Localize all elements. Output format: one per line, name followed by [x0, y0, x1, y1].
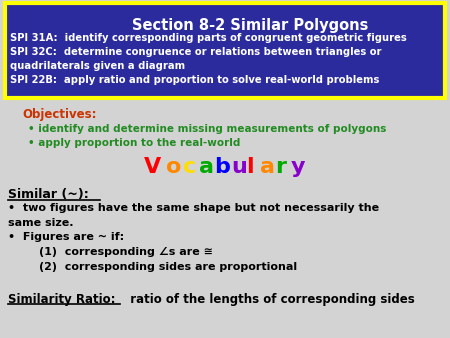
Text: b: b	[214, 157, 230, 177]
Text: a: a	[260, 157, 275, 177]
Text: y: y	[290, 157, 305, 177]
Text: • identify and determine missing measurements of polygons: • identify and determine missing measure…	[28, 124, 387, 134]
Text: c: c	[183, 157, 197, 177]
Text: o: o	[166, 157, 182, 177]
Text: u: u	[231, 157, 247, 177]
Text: (1)  corresponding ∠s are ≅: (1) corresponding ∠s are ≅	[8, 247, 213, 257]
Text: r: r	[275, 157, 286, 177]
Text: •  Figures are ~ if:: • Figures are ~ if:	[8, 232, 124, 242]
Text: • apply proportion to the real-world: • apply proportion to the real-world	[28, 138, 240, 148]
Text: (2)  corresponding sides are proportional: (2) corresponding sides are proportional	[8, 262, 297, 272]
Text: a: a	[198, 157, 214, 177]
Text: Objectives:: Objectives:	[22, 108, 96, 121]
Text: Section 8-2 Similar Polygons: Section 8-2 Similar Polygons	[132, 18, 368, 33]
FancyBboxPatch shape	[5, 3, 445, 98]
Text: SPI 31A:  identify corresponding parts of congruent geometric figures: SPI 31A: identify corresponding parts of…	[10, 33, 407, 43]
Text: V: V	[144, 157, 162, 177]
Text: quadrilaterals given a diagram: quadrilaterals given a diagram	[10, 61, 185, 71]
Text: SPI 32C:  determine congruence or relations between triangles or: SPI 32C: determine congruence or relatio…	[10, 47, 382, 57]
Text: l: l	[246, 157, 254, 177]
Text: same size.: same size.	[8, 218, 73, 228]
Text: Similar (~):: Similar (~):	[8, 188, 89, 201]
Text: •  two figures have the same shape but not necessarily the: • two figures have the same shape but no…	[8, 203, 379, 213]
Text: Similarity Ratio:: Similarity Ratio:	[8, 293, 116, 306]
Text: ratio of the lengths of corresponding sides: ratio of the lengths of corresponding si…	[122, 293, 415, 306]
Text: SPI 22B:  apply ratio and proportion to solve real-world problems: SPI 22B: apply ratio and proportion to s…	[10, 75, 379, 85]
